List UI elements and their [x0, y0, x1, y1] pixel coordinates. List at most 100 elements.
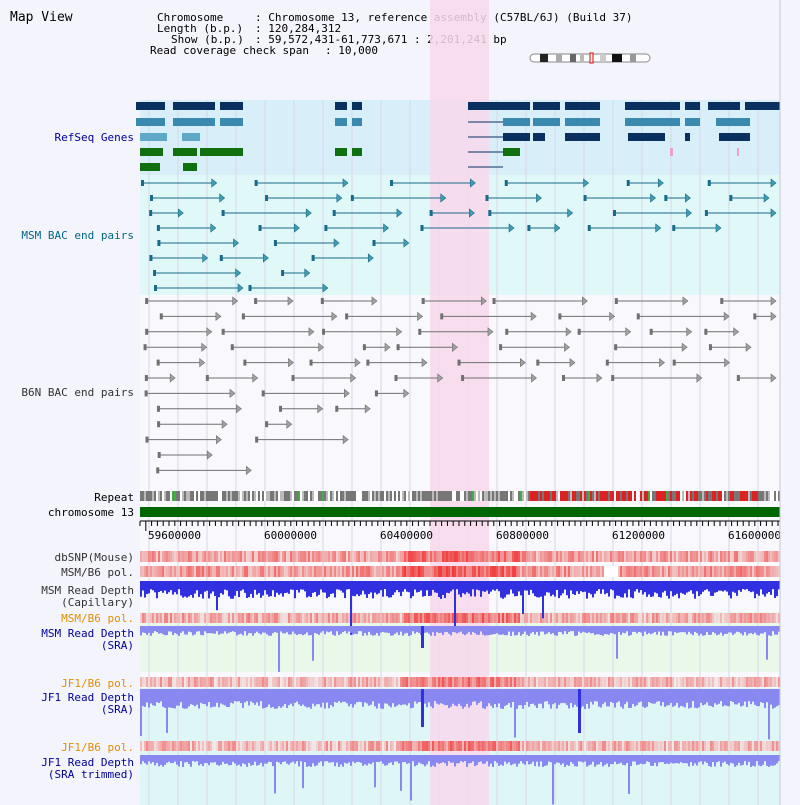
- repeat-mark: [648, 491, 650, 501]
- jf1-trim-depth-bar: [696, 755, 698, 766]
- chromosome-label[interactable]: chromosome 13: [47, 506, 134, 519]
- jf1-trim-depth-bar: [330, 755, 332, 763]
- msm-cap-depth-bar: [468, 581, 470, 594]
- jf1-trim-depth-bar: [710, 755, 712, 767]
- msm-depth-cap-label-2[interactable]: (Capillary): [61, 596, 134, 609]
- msm-sra-depth-bar: [686, 626, 688, 635]
- repeat-mark: [666, 491, 668, 501]
- jf1-b6-pol-mark: [246, 677, 248, 687]
- jf1-b6-pol-mark: [676, 677, 678, 687]
- msm-cap-depth-bar: [442, 581, 444, 596]
- jf1-b6-pol-label-1[interactable]: JF1/B6 pol.: [61, 677, 134, 690]
- dbsnp-mark: [724, 551, 726, 562]
- msm-sra-depth-bar: [584, 626, 586, 633]
- msm-b6-pol-mark: [384, 566, 386, 577]
- jf1-sra-depth-bar: [212, 689, 214, 707]
- chromosome-ideogram[interactable]: [528, 52, 652, 64]
- msm-cap-depth-bar: [538, 581, 540, 598]
- msm-cap-depth-bar: [648, 581, 650, 595]
- msm-sra-depth-bar: [268, 626, 270, 636]
- msm-cap-depth-bar: [350, 581, 352, 635]
- msm-sra-depth-bar: [176, 626, 178, 635]
- msm-bac-end: [153, 270, 157, 276]
- dbsnp-mark: [280, 551, 282, 562]
- jf1-trim-depth-bar: [342, 755, 344, 767]
- jf1-trim-depth-bar: [338, 755, 340, 767]
- jf1-depth-trim-label-2[interactable]: (SRA trimmed): [47, 768, 134, 781]
- jf1-trim-depth-bar: [694, 755, 696, 764]
- msm-b6-pol-mark: [512, 566, 514, 577]
- jf1-trim-depth-bar: [526, 755, 528, 762]
- repeat-mark: [322, 491, 324, 501]
- jf1-trim-depth-bar: [660, 755, 662, 763]
- msm-b6-pol2-mark: [518, 613, 520, 623]
- jf1-b6-pol-mark: [328, 677, 330, 687]
- jf1-trim-depth-bar: [564, 755, 566, 767]
- dbsnp-mark: [292, 551, 294, 562]
- msm-depth-sra-label-2[interactable]: (SRA): [100, 639, 134, 652]
- jf1-b6-pol2-mark: [498, 741, 500, 751]
- dbsnp-mark: [192, 551, 194, 562]
- jf1-b6-pol-mark: [408, 677, 410, 687]
- repeat-mark: [690, 491, 692, 501]
- b6n-bac-label[interactable]: B6N BAC end pairs: [21, 386, 134, 399]
- msm-depth-sra-label-1[interactable]: MSM Read Depth: [41, 627, 134, 640]
- jf1-b6-pol-label-2[interactable]: JF1/B6 pol.: [61, 741, 134, 754]
- msm-cap-depth-bar: [154, 581, 156, 593]
- msm-b6-pol-label-1[interactable]: MSM/B6 pol.: [61, 566, 134, 579]
- msm-b6-pol2-mark: [732, 613, 734, 623]
- msm-b6-pol-mark: [572, 566, 574, 577]
- jf1-depth-sra-label-2[interactable]: (SRA): [100, 703, 134, 716]
- msm-cap-depth-bar: [700, 581, 702, 595]
- msm-b6-pol-label-2[interactable]: MSM/B6 pol.: [61, 612, 134, 625]
- msm-b6-pol2-mark: [338, 613, 340, 623]
- refseq-genes-label[interactable]: RefSeq Genes: [54, 131, 134, 144]
- dbsnp-label[interactable]: dbSNP(Mouse): [54, 551, 134, 564]
- dbsnp-mark: [522, 551, 524, 562]
- jf1-b6-pol2-mark: [370, 741, 372, 751]
- jf1-b6-pol-mark: [714, 677, 716, 687]
- jf1-depth-trim-label-1[interactable]: JF1 Read Depth: [41, 756, 134, 769]
- msm-b6-pol-mark: [474, 566, 476, 577]
- jf1-b6-pol-mark: [768, 677, 770, 687]
- jf1-b6-pol-mark: [184, 677, 186, 687]
- msm-bac-end: [336, 193, 343, 203]
- jf1-sra-depth-bar: [674, 689, 676, 706]
- msm-cap-depth-bar: [284, 581, 286, 593]
- jf1-b6-pol2-mark: [340, 741, 342, 751]
- msm-bac-label[interactable]: MSM BAC end pairs: [21, 229, 134, 242]
- msm-b6-pol2-mark: [434, 613, 436, 623]
- b6n-bac-end: [720, 298, 724, 304]
- jf1-b6-pol2-mark: [336, 741, 338, 751]
- msm-sra-depth-bar: [270, 626, 272, 636]
- jf1-trim-depth-bar: [764, 755, 766, 762]
- jf1-depth-sra-label-1[interactable]: JF1 Read Depth: [41, 691, 134, 704]
- jf1-trim-depth-bar: [572, 755, 574, 764]
- msm-cap-depth-bar: [404, 581, 406, 590]
- jf1-sra-depth-bar: [188, 689, 190, 707]
- jf1-b6-pol2-mark: [332, 741, 334, 751]
- jf1-b6-pol-mark: [306, 677, 308, 687]
- msm-b6-pol2-mark: [486, 613, 488, 623]
- jf1-trim-depth-bar: [624, 755, 626, 766]
- repeat-mark: [750, 491, 752, 501]
- jf1-sra-depth-bar: [474, 689, 476, 702]
- msm-bac-end: [237, 283, 244, 293]
- msm-b6-pol-mark: [646, 566, 648, 577]
- msm-depth-cap-label-1[interactable]: MSM Read Depth: [41, 584, 134, 597]
- msm-cap-depth-bar: [710, 581, 712, 596]
- jf1-b6-pol-mark: [526, 677, 528, 687]
- repeat-label[interactable]: Repeat: [94, 491, 134, 504]
- msm-bac-end: [254, 180, 258, 186]
- msm-b6-pol2-mark: [368, 613, 370, 623]
- jf1-b6-pol2-mark: [362, 741, 364, 751]
- jf1-trim-depth-bar: [652, 755, 654, 766]
- jf1-b6-pol2-mark: [740, 741, 742, 751]
- msm-sra-depth-bar: [762, 626, 764, 634]
- msm-cap-depth-bar: [332, 581, 334, 594]
- msm-b6-pol-mark: [638, 566, 640, 577]
- msm-b6-pol2-mark: [654, 613, 656, 623]
- repeat-mark: [736, 491, 738, 501]
- msm-b6-pol2-mark: [238, 613, 240, 623]
